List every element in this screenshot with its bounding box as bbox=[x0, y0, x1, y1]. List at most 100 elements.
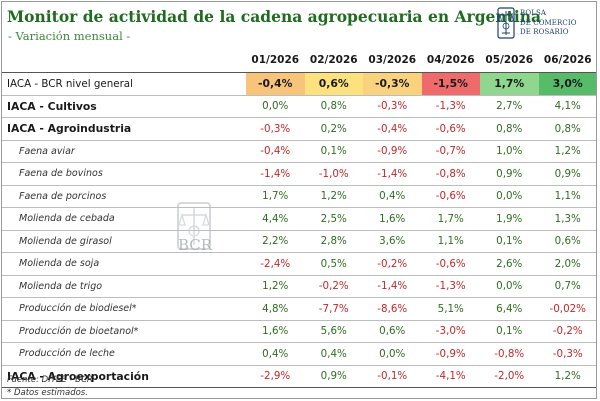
table-cell: -0,9% bbox=[421, 342, 480, 366]
table-cell: 0,6% bbox=[538, 230, 596, 253]
table-cell: 0,2% bbox=[304, 117, 363, 141]
column-header: 04/2026 bbox=[421, 48, 480, 73]
table-cell: 2,8% bbox=[304, 230, 363, 253]
table-cell: 4,1% bbox=[538, 95, 596, 118]
table-cell: -1,4% bbox=[363, 162, 422, 186]
table-cell: -8,6% bbox=[363, 297, 422, 321]
row-label: IACA - Agroindustria bbox=[2, 117, 246, 141]
table-cell: 0,6% bbox=[304, 72, 363, 96]
table-cell: 3,0% bbox=[538, 72, 596, 96]
table-cell: -2,4% bbox=[246, 252, 305, 276]
table-row: Molienda de girasol 2,2% 2,8% 3,6% 1,1% 0,1% 0… bbox=[2, 230, 596, 253]
table-cell: -4,1% bbox=[421, 365, 480, 388]
row-label: Molienda de cebada bbox=[2, 207, 246, 231]
table-cell: 0,1% bbox=[480, 320, 539, 343]
table-cell: 1,2% bbox=[538, 140, 596, 163]
table-cell: -7,7% bbox=[304, 297, 363, 321]
bcr-logo: BOLSA DE COMERCIO DE ROSARIO bbox=[496, 6, 596, 42]
table-cell: 0,9% bbox=[480, 162, 539, 186]
table-cell: -2,0% bbox=[480, 365, 539, 388]
table-cell: -3,0% bbox=[421, 320, 480, 343]
table-cell: 6,4% bbox=[480, 297, 539, 321]
row-label: Producción de leche bbox=[2, 342, 246, 366]
activity-table: 01/2026 02/2026 03/2026 04/2026 05/2026 … bbox=[2, 48, 596, 388]
table-cell: 5,6% bbox=[304, 320, 363, 343]
table-cell: -1,3% bbox=[421, 275, 480, 298]
bcr-seal-icon bbox=[497, 7, 515, 39]
column-header: 02/2026 bbox=[304, 48, 363, 73]
column-header: 06/2026 bbox=[538, 48, 596, 73]
table-row: Faena de bovinos -1,4% -1,0% -1,4% -0,8% 0,9%… bbox=[2, 162, 596, 186]
row-label: Producción de biodiesel* bbox=[2, 297, 246, 321]
table-cell: -0,2% bbox=[304, 275, 363, 298]
table-cell: -0,9% bbox=[363, 140, 422, 163]
table-cell: 1,2% bbox=[538, 365, 596, 388]
row-label: Faena de porcinos bbox=[2, 185, 246, 208]
table-row: Producción de leche 0,4% 0,4% 0,0% -0,9% -0,8… bbox=[2, 342, 596, 366]
table-row: Faena de porcinos 1,7% 1,2% 0,4% -0,6% 0,0% 1,… bbox=[2, 185, 596, 208]
table-cell: 2,7% bbox=[480, 95, 539, 118]
table-cell: 4,4% bbox=[246, 207, 305, 231]
table-cell: 0,4% bbox=[246, 342, 305, 366]
row-label: Molienda de girasol bbox=[2, 230, 246, 253]
table-cell: 3,6% bbox=[363, 230, 422, 253]
table-cell: -0,4% bbox=[363, 117, 422, 141]
footnote-estimates: * Datos estimados. bbox=[7, 388, 88, 398]
table-row: Molienda de cebada 4,4% 2,5% 1,6% 1,7% 1,9% 1,… bbox=[2, 207, 596, 231]
table-cell: -0,6% bbox=[421, 185, 480, 208]
table-cell: 0,9% bbox=[304, 365, 363, 388]
table-row: Faena aviar -0,4% 0,1% -0,9% -0,7% 1,0% 1,2% bbox=[2, 140, 596, 163]
table-cell: 1,1% bbox=[538, 185, 596, 208]
table-cell: 0,1% bbox=[480, 230, 539, 253]
table-cell: -0,7% bbox=[421, 140, 480, 163]
column-header: 01/2026 bbox=[246, 48, 305, 73]
logo-line-3: DE ROSARIO bbox=[520, 28, 569, 36]
footnote-source: Fuente: DIYEE - BCR bbox=[7, 375, 93, 385]
table-cell: 4,8% bbox=[246, 297, 305, 321]
row-label: Molienda de trigo bbox=[2, 275, 246, 298]
row-label: Faena de bovinos bbox=[2, 162, 246, 186]
table-row: Molienda de soja -2,4% 0,5% -0,2% -0,6% 2,6% 2… bbox=[2, 252, 596, 276]
row-label: IACA - Agroexportación bbox=[2, 365, 246, 388]
table-cell: -1,4% bbox=[246, 162, 305, 186]
column-header: 05/2026 bbox=[480, 48, 539, 73]
table-cell: 0,8% bbox=[480, 117, 539, 141]
table-cell: -0,4% bbox=[246, 140, 305, 163]
row-label: IACA - BCR nivel general bbox=[2, 72, 246, 96]
table-cell: 2,2% bbox=[246, 230, 305, 253]
row-label: IACA - Cultivos bbox=[2, 95, 246, 118]
table-row: IACA - Cultivos 0,0% 0,8% -0,3% -1,3% 2,7% 4,1… bbox=[2, 95, 596, 118]
table-cell: -0,02% bbox=[538, 297, 596, 321]
table-cell: -0,3% bbox=[363, 95, 422, 118]
logo-line-2: DE COMERCIO bbox=[520, 18, 577, 27]
table-cell: 0,4% bbox=[304, 342, 363, 366]
table-cell: 1,2% bbox=[304, 185, 363, 208]
table-cell: -0,6% bbox=[421, 117, 480, 141]
header-label-col bbox=[2, 48, 246, 73]
table-cell: -0,8% bbox=[421, 162, 480, 186]
table-cell: 0,5% bbox=[304, 252, 363, 276]
table-row: IACA - BCR nivel general -0,4% 0,6% -0,3% -1… bbox=[2, 72, 596, 96]
table-cell: 1,9% bbox=[480, 207, 539, 231]
table-cell: 1,7% bbox=[246, 185, 305, 208]
table-cell: 1,1% bbox=[421, 230, 480, 253]
table-cell: 1,0% bbox=[480, 140, 539, 163]
table-cell: 0,8% bbox=[304, 95, 363, 118]
table-cell: 1,6% bbox=[246, 320, 305, 343]
row-label: Producción de bioetanol* bbox=[2, 320, 246, 343]
table-row: Producción de biodiesel* 4,8% -7,7% -8,6% 5,… bbox=[2, 297, 596, 321]
page-subtitle: - Variación mensual - bbox=[8, 29, 131, 43]
table-cell: 0,0% bbox=[363, 342, 422, 366]
table-cell: -1,3% bbox=[421, 95, 480, 118]
table-cell: -1,0% bbox=[304, 162, 363, 186]
table-cell: -2,9% bbox=[246, 365, 305, 388]
table-cell: 2,0% bbox=[538, 252, 596, 276]
table-header-row: 01/2026 02/2026 03/2026 04/2026 05/2026 … bbox=[2, 48, 596, 73]
table-cell: 2,6% bbox=[480, 252, 539, 276]
table-row: Producción de bioetanol* 1,6% 5,6% 0,6% -3,0… bbox=[2, 320, 596, 343]
page-title: Monitor de actividad de la cadena agrope… bbox=[7, 7, 542, 26]
table-cell: -0,6% bbox=[421, 252, 480, 276]
logo-line-1: BOLSA bbox=[520, 9, 547, 17]
table-cell: 2,5% bbox=[304, 207, 363, 231]
